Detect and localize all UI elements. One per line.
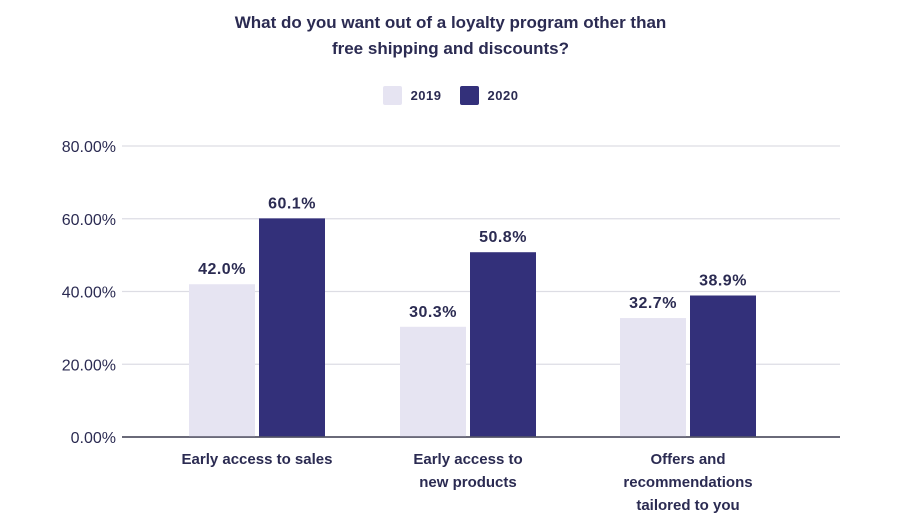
data-label-2020-2: 50.8% <box>479 229 527 246</box>
legend-label-2020: 2020 <box>487 88 519 103</box>
data-label-2019-3: 32.7% <box>629 295 677 312</box>
y-tick-label: 20.00% <box>62 357 116 374</box>
x-tick-label: tailored to you <box>636 497 739 514</box>
data-label-2020-1: 60.1% <box>268 195 316 212</box>
data-label-2019-2: 30.3% <box>409 304 457 321</box>
x-tick-label: new products <box>419 474 517 491</box>
bar-2019-3 <box>620 318 686 437</box>
y-tick-label: 60.00% <box>62 212 116 229</box>
bar-2019-2 <box>400 326 466 437</box>
bar-2019-1 <box>189 284 255 437</box>
bar-2020-2 <box>470 252 536 437</box>
bar-2020-3 <box>690 295 756 437</box>
chart-title: What do you want out of a loyalty progra… <box>0 10 901 62</box>
data-label-2020-3: 38.9% <box>699 273 747 290</box>
y-tick-label: 0.00% <box>71 430 116 447</box>
chart-title-line-1: What do you want out of a loyalty progra… <box>234 13 667 32</box>
x-tick-label: Early access to <box>413 451 522 468</box>
x-tick-label: Early access to sales <box>182 451 333 468</box>
data-label-2019-1: 42.0% <box>198 261 246 278</box>
x-tick-label: Offers and <box>650 451 725 468</box>
y-tick-label: 40.00% <box>62 285 116 302</box>
legend: 2019 2020 <box>0 86 901 105</box>
legend-label-2019: 2019 <box>410 88 442 103</box>
legend-swatch-2020 <box>459 86 479 105</box>
legend-item-2019[interactable]: 2019 <box>382 86 442 105</box>
legend-swatch-2019 <box>382 86 402 105</box>
chart-title-line-2: free shipping and discounts? <box>331 39 570 58</box>
bar-2020-1 <box>259 218 325 437</box>
legend-item-2020[interactable]: 2020 <box>459 86 519 105</box>
y-tick-label: 80.00% <box>62 139 116 156</box>
x-tick-label: recommendations <box>623 474 752 491</box>
